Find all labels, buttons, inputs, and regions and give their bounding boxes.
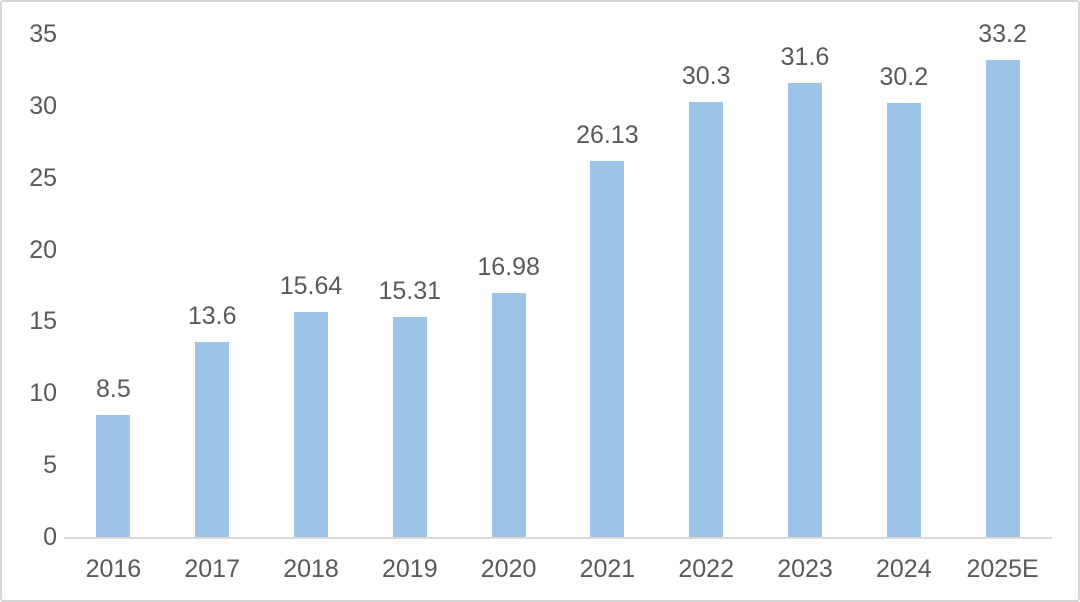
bar-value-label: 31.6 — [780, 42, 830, 71]
x-axis-tick-label: 2017 — [184, 555, 240, 583]
y-axis-tick-label: 20 — [29, 235, 57, 264]
x-axis-tick-label: 2023 — [777, 555, 833, 583]
x-axis-tick-label: 2020 — [480, 555, 537, 583]
x-axis-tick-label: 2016 — [85, 555, 142, 583]
x-axis-tick-label: 2022 — [678, 555, 734, 583]
y-axis-tick-label: 5 — [43, 451, 57, 480]
bar-value-label: 30.3 — [681, 61, 731, 90]
x-axis-tick-label: 2025E — [966, 555, 1039, 583]
y-axis-tick-label: 10 — [29, 379, 57, 408]
y-axis-tick-label: 30 — [29, 91, 57, 120]
bar-value-label: 26.13 — [576, 121, 639, 150]
bar-2025E — [985, 59, 1020, 537]
bar-2022 — [689, 101, 724, 537]
bar-2020 — [491, 292, 526, 537]
y-axis-tick-label: 35 — [29, 20, 57, 48]
bar-value-label: 8.5 — [96, 374, 131, 403]
x-axis-tick-label: 2019 — [381, 555, 438, 583]
y-axis-tick-label: 0 — [43, 523, 57, 551]
bar-value-label: 15.31 — [378, 276, 442, 305]
bar-2016 — [96, 414, 131, 537]
bar-value-label: 30.2 — [879, 62, 929, 91]
bar-2018 — [294, 312, 328, 537]
x-axis-tick-label: 2024 — [875, 555, 932, 583]
x-axis-tick-label: 2018 — [283, 555, 339, 583]
bar-value-label: 13.6 — [187, 301, 237, 330]
bar-2023 — [788, 82, 822, 537]
x-axis-line — [64, 537, 1052, 539]
y-axis-tick-label: 15 — [29, 307, 57, 336]
bar-value-label: 15.64 — [279, 272, 343, 301]
bar-value-label: 33.2 — [978, 19, 1027, 48]
bar-2017 — [195, 341, 230, 537]
bar-2021 — [590, 161, 625, 537]
bar-2024 — [886, 102, 921, 537]
bar-value-label: 16.98 — [477, 252, 540, 281]
bar-2019 — [392, 316, 427, 537]
x-axis-tick-label: 2021 — [579, 555, 636, 583]
y-axis-tick-label: 25 — [29, 163, 57, 192]
